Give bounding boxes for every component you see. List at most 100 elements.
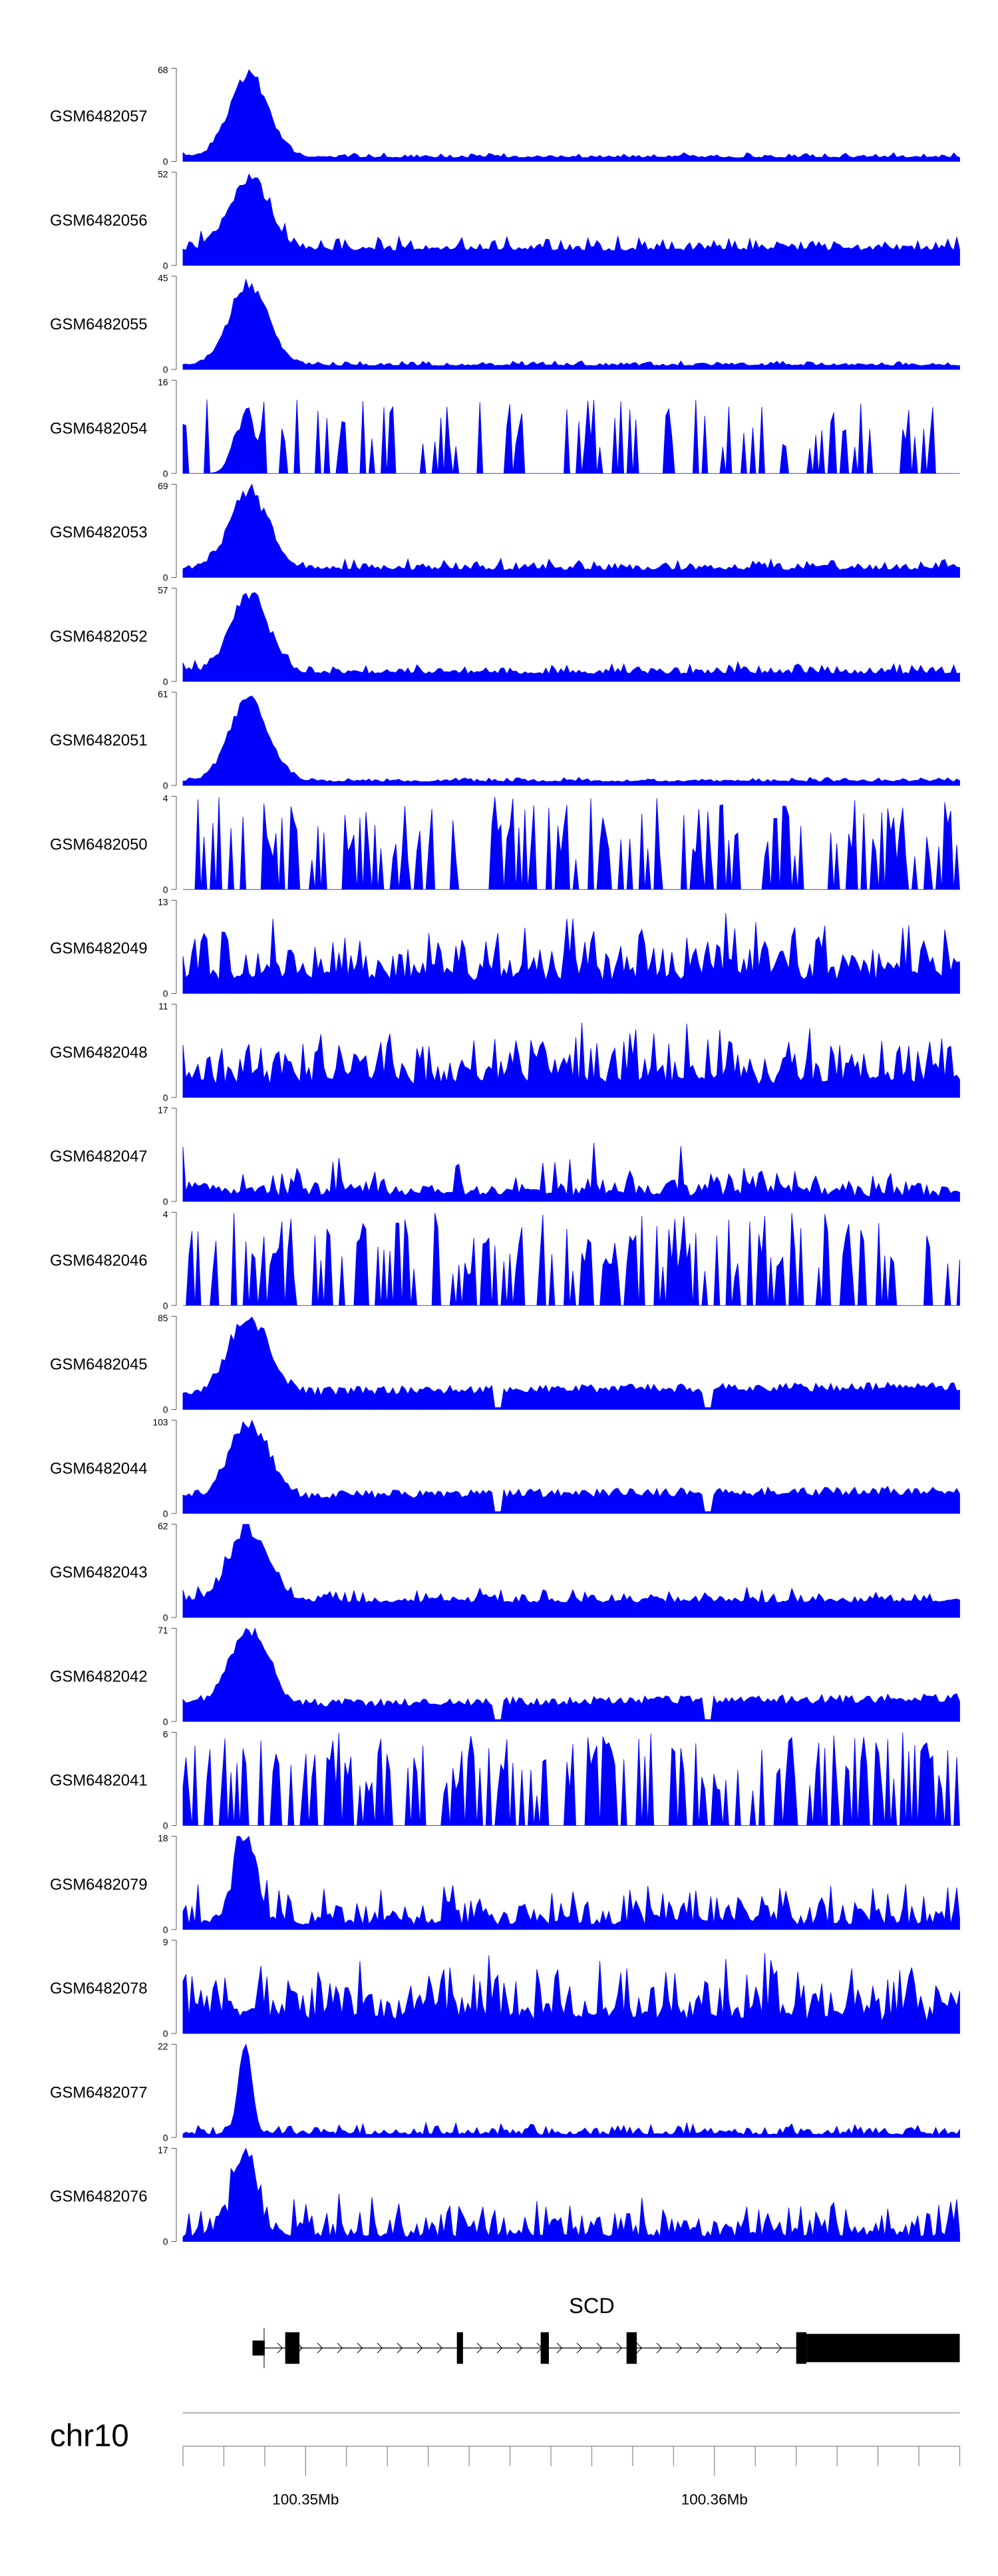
y-min-label: 0 bbox=[163, 677, 168, 687]
y-max-label: 17 bbox=[158, 2145, 168, 2155]
coverage-track: GSM6482056 52 0 bbox=[50, 169, 960, 271]
gene-annotation-track: SCD bbox=[252, 2294, 960, 2368]
strand-arrow bbox=[676, 2342, 683, 2354]
coverage-area bbox=[182, 2147, 960, 2242]
coverage-area bbox=[182, 1732, 960, 1826]
track-label: GSM6482042 bbox=[50, 1667, 148, 1685]
y-max-label: 16 bbox=[158, 377, 168, 387]
y-min-label: 0 bbox=[163, 2133, 168, 2143]
y-min-label: 0 bbox=[163, 157, 168, 167]
track-label: GSM6482052 bbox=[50, 628, 148, 646]
track-label: GSM6482047 bbox=[50, 1148, 148, 1166]
coverage-area bbox=[182, 483, 960, 578]
y-min-label: 0 bbox=[163, 573, 168, 583]
strand-arrow bbox=[736, 2342, 743, 2354]
strand-arrow bbox=[716, 2342, 723, 2354]
coverage-track: GSM6482054 16 0 bbox=[50, 377, 960, 479]
y-max-label: 4 bbox=[163, 1209, 168, 1219]
strand-arrow bbox=[696, 2342, 703, 2354]
coverage-area bbox=[182, 69, 960, 162]
coverage-area bbox=[183, 1213, 960, 1306]
coverage-area bbox=[183, 797, 960, 890]
gene-name-label: SCD bbox=[569, 2294, 615, 2318]
coverage-track: GSM6482045 85 0 bbox=[50, 1313, 960, 1415]
coverage-area bbox=[182, 913, 960, 994]
axis-tick-label: 100.36Mb bbox=[681, 2491, 748, 2508]
track-label: GSM6482055 bbox=[50, 316, 148, 333]
coverage-track: GSM6482076 17 0 bbox=[50, 2145, 960, 2247]
coverage-track: GSM6482051 61 0 bbox=[50, 690, 960, 791]
track-label: GSM6482043 bbox=[50, 1564, 148, 1582]
coverage-track: GSM6482048 11 0 bbox=[50, 1001, 960, 1103]
strand-arrow bbox=[357, 2342, 363, 2354]
y-min-label: 0 bbox=[163, 1405, 168, 1415]
coverage-track: GSM6482049 13 0 bbox=[50, 897, 960, 999]
y-max-label: 52 bbox=[158, 169, 168, 179]
coverage-area bbox=[182, 1627, 960, 1722]
track-label: GSM6482041 bbox=[50, 1772, 148, 1790]
strand-arrow bbox=[776, 2342, 782, 2354]
y-max-label: 57 bbox=[158, 585, 168, 595]
coverage-area bbox=[182, 1419, 960, 1514]
exon bbox=[806, 2334, 960, 2362]
strand-arrow bbox=[576, 2342, 583, 2354]
strand-arrow bbox=[756, 2342, 762, 2354]
track-label: GSM6482078 bbox=[50, 1980, 148, 1998]
track-label: GSM6482054 bbox=[50, 419, 148, 437]
exon bbox=[540, 2332, 549, 2364]
strand-arrow bbox=[377, 2342, 383, 2354]
y-max-label: 4 bbox=[163, 793, 168, 803]
coverage-track: GSM6482053 69 0 bbox=[50, 481, 960, 583]
y-min-label: 0 bbox=[163, 1093, 168, 1103]
chromosome-label: chr10 bbox=[50, 2418, 129, 2454]
strand-arrow bbox=[277, 2342, 283, 2354]
exon bbox=[796, 2332, 807, 2364]
y-max-label: 11 bbox=[158, 1001, 168, 1011]
y-min-label: 0 bbox=[163, 1301, 168, 1311]
y-min-label: 0 bbox=[163, 2029, 168, 2039]
coverage-track: GSM6482057 68 0 bbox=[50, 65, 960, 167]
y-max-label: 18 bbox=[158, 1833, 168, 1843]
y-max-label: 71 bbox=[158, 1625, 168, 1635]
genome-axis-track: chr10 100.35Mb 100.36Mb bbox=[50, 2412, 961, 2508]
exon bbox=[252, 2340, 265, 2356]
coverage-track: GSM6482078 9 0 bbox=[50, 1938, 960, 2039]
coverage-track: GSM6482050 4 0 bbox=[50, 793, 960, 895]
coverage-area bbox=[182, 1316, 960, 1410]
y-min-label: 0 bbox=[163, 1717, 168, 1727]
y-max-label: 68 bbox=[158, 65, 168, 75]
y-min-label: 0 bbox=[163, 1509, 168, 1519]
strand-arrow bbox=[656, 2342, 663, 2354]
exon bbox=[626, 2332, 637, 2364]
y-min-label: 0 bbox=[163, 1197, 168, 1207]
y-min-label: 0 bbox=[163, 781, 168, 791]
track-label: GSM6482044 bbox=[50, 1460, 148, 1478]
coverage-area bbox=[182, 1952, 960, 2034]
strand-arrow bbox=[436, 2342, 443, 2354]
y-max-label: 17 bbox=[158, 1106, 168, 1116]
coverage-area bbox=[182, 173, 960, 266]
coverage-area bbox=[182, 592, 960, 682]
coverage-tracks: GSM6482057680GSM6482056520GSM6482055450G… bbox=[50, 65, 960, 2247]
coverage-track: GSM6482047 17 0 bbox=[50, 1106, 960, 1207]
coverage-track: GSM6482052 57 0 bbox=[50, 585, 960, 687]
track-label: GSM6482053 bbox=[50, 524, 148, 542]
coverage-track: GSM6482043 62 0 bbox=[50, 1522, 960, 1623]
y-max-label: 69 bbox=[158, 481, 168, 491]
y-min-label: 0 bbox=[163, 885, 168, 895]
strand-arrow bbox=[337, 2342, 343, 2354]
coverage-track: GSM6482046 4 0 bbox=[50, 1209, 960, 1311]
track-label: GSM6482049 bbox=[50, 940, 148, 958]
y-max-label: 22 bbox=[158, 2041, 168, 2051]
strand-arrow bbox=[416, 2342, 423, 2354]
y-max-label: 13 bbox=[158, 897, 168, 907]
axis-tick-label: 100.35Mb bbox=[272, 2491, 339, 2508]
strand-arrow bbox=[516, 2342, 523, 2354]
track-label: GSM6482076 bbox=[50, 2188, 148, 2206]
coverage-track: GSM6482044 103 0 bbox=[50, 1417, 960, 1519]
exon bbox=[285, 2332, 300, 2364]
y-max-label: 45 bbox=[158, 274, 168, 284]
coverage-area bbox=[182, 1142, 960, 1202]
track-label: GSM6482046 bbox=[50, 1251, 148, 1269]
